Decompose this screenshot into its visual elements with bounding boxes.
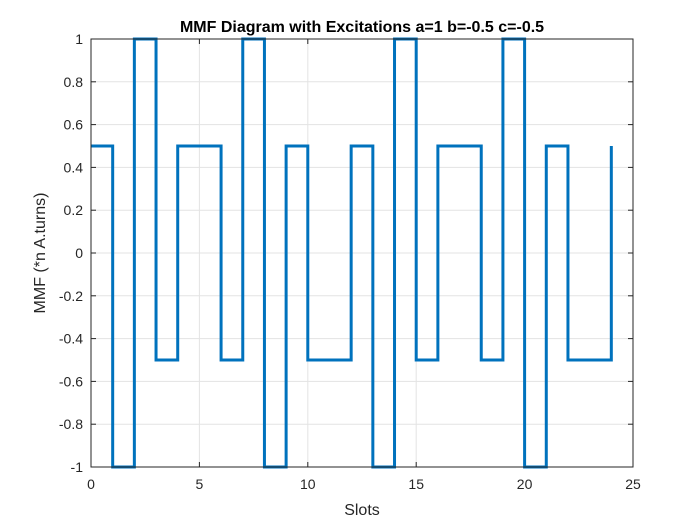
y-axis-label: MMF (*n A.turns) <box>32 193 49 314</box>
chart-title: MMF Diagram with Excitations a=1 b=-0.5 … <box>180 19 544 36</box>
x-tick-label: 25 <box>625 476 641 492</box>
axes-frame <box>90 38 634 468</box>
x-tick-label: 20 <box>517 476 533 492</box>
x-tick-labels: 0 5 10 15 20 25 <box>87 476 641 492</box>
y-tick-label: 0.2 <box>64 202 84 218</box>
y-tick-label: -1 <box>71 459 84 475</box>
x-axis-label: Slots <box>344 502 380 519</box>
series-group <box>91 37 613 469</box>
y-tick-label: 0.6 <box>64 117 84 133</box>
x-tick-label: 5 <box>196 476 204 492</box>
mmf-series-line <box>91 37 613 469</box>
y-tick-labels: -1 -0.8 -0.6 -0.4 -0.2 0 0.2 0.4 0.6 0.8 1 <box>59 31 83 475</box>
y-tick-label: 0 <box>75 245 83 261</box>
y-tick-label: -0.4 <box>59 331 83 347</box>
y-tick-label: 0.8 <box>64 74 84 90</box>
y-tick-label: -0.6 <box>59 373 83 389</box>
x-tick-label: 0 <box>87 476 95 492</box>
x-tick-label: 10 <box>300 476 316 492</box>
y-tick-label: 1 <box>75 31 83 47</box>
y-tick-label: -0.8 <box>59 416 83 432</box>
y-tick-label: -0.2 <box>59 288 83 304</box>
y-tick-label: 0.4 <box>64 159 84 175</box>
x-tick-label: 15 <box>408 476 424 492</box>
